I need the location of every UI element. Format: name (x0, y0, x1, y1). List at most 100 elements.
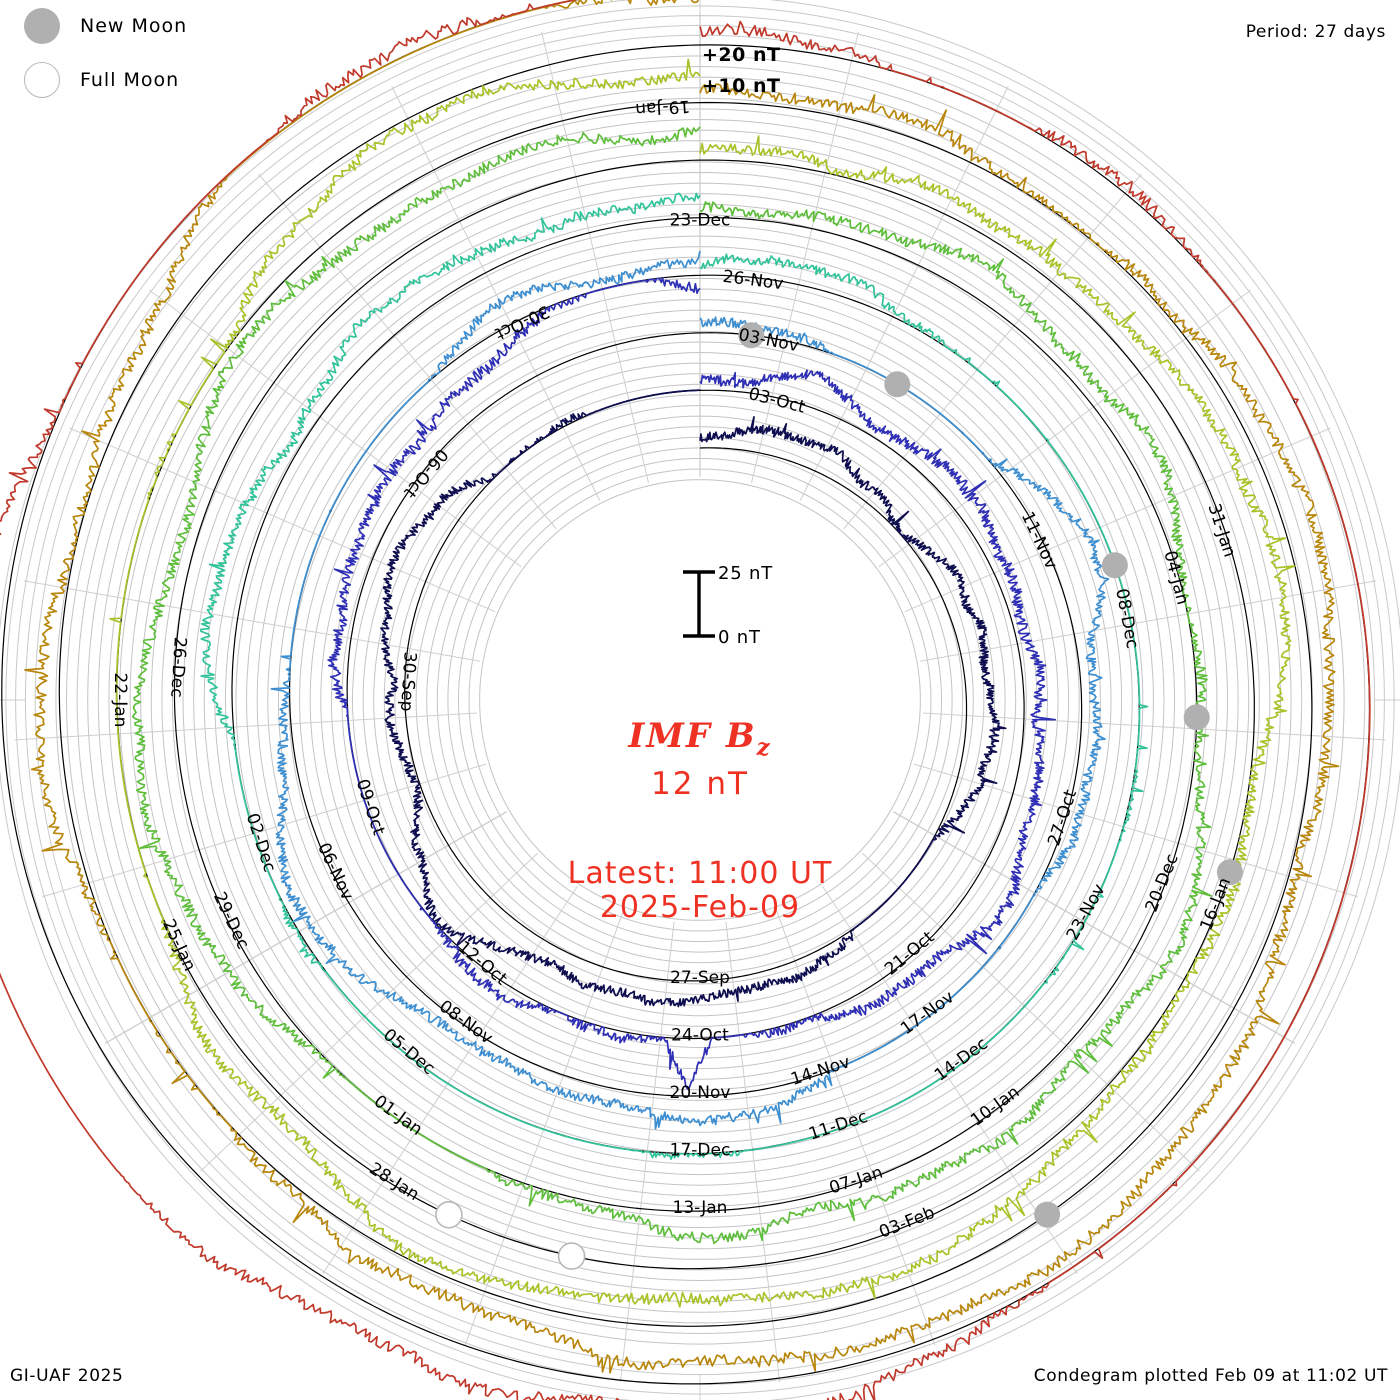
grid-arc (404, 405, 996, 996)
spiral-date-label: 20-Nov (670, 1083, 731, 1103)
spiral-date-label: 27-Sep (670, 968, 730, 988)
grid-spoke (919, 580, 1377, 662)
data-trace (270, 250, 1110, 1130)
grid-arc (288, 288, 1112, 1112)
grid-arc (76, 76, 1324, 1324)
data-traces (0, 0, 1371, 1400)
spiral-date-label: 23-Nov (1063, 881, 1110, 944)
new-moon-icon (24, 8, 60, 44)
grid-spoke (541, 31, 649, 483)
grid-arc (224, 224, 1176, 1176)
grid-arc (161, 161, 1239, 1239)
grid-spoke (42, 763, 487, 898)
grid-arc (362, 362, 1038, 1038)
grid-spoke (69, 427, 496, 613)
data-trace (380, 389, 1007, 1008)
grid-spoke (892, 810, 1296, 1044)
spiral-date-label: 08-Dec (1111, 587, 1142, 650)
grid-spoke (904, 427, 1331, 613)
grid-spoke (922, 712, 1386, 741)
data-trace (131, 126, 1213, 1245)
grid-arc (193, 193, 1207, 1207)
data-trace (200, 192, 1149, 1161)
data-trace (109, 58, 1296, 1308)
new-moon-marker (738, 322, 765, 349)
grid-arc-outer (5, 5, 1395, 1395)
spiral-date-label: 20-Dec (1142, 851, 1183, 915)
spiral-date-label: 11-Nov (1017, 509, 1061, 573)
grid-arc (97, 97, 1303, 1303)
grid-arc-outer (15, 15, 1385, 1385)
new-moon-marker (884, 371, 911, 398)
plotted-timestamp-label: Condegram plotted Feb 09 at 11:02 UT (1033, 1366, 1388, 1386)
moon-markers (435, 322, 1243, 1270)
grid-arc (309, 309, 1091, 1091)
data-trace (24, 0, 1340, 1374)
grid-spoke (14, 712, 478, 741)
baseline-spiral (58, 44, 1313, 1327)
spiral-date-label: 11-Dec (806, 1107, 870, 1145)
grid-spoke (200, 852, 538, 1172)
grid-arc (87, 87, 1313, 1313)
baseline-spiral (173, 159, 1198, 1212)
grid-arc (150, 150, 1250, 1250)
grid-spoke (775, 909, 936, 1346)
grid-arc (426, 426, 974, 974)
grid-arc (140, 140, 1260, 1260)
spiral-date-label: 09-Oct (352, 777, 389, 838)
grid-arc (182, 182, 1218, 1218)
grid-arc (447, 447, 953, 953)
grid-arc (351, 352, 1049, 1049)
grid-spoke (23, 580, 481, 662)
spiral-date-label: 04-Jan (1159, 549, 1192, 607)
scalebar-top-label: 25 nT (718, 563, 774, 584)
grid-arc (373, 373, 1027, 1027)
grid-spoke (822, 886, 1078, 1274)
grid-arc (55, 55, 1345, 1345)
grid-arc (129, 129, 1271, 1271)
grid-spoke (391, 86, 601, 501)
spiral-date-label: 08-Nov (435, 996, 496, 1048)
grid-spoke (799, 86, 1009, 501)
spiral-date-label: 30-Sep (396, 651, 420, 712)
spiral-date-label: 13-Jan (673, 1198, 728, 1218)
spiral-date-label: 19-Jan (635, 96, 691, 119)
scalebar-bottom-label: 0 nT (718, 627, 761, 648)
grid-arc (299, 299, 1101, 1101)
spiral-date-label: 25-Jan (158, 916, 199, 974)
grid-arc (203, 203, 1197, 1197)
axis-tick-20nT: +20 nT (702, 44, 781, 66)
grid-arc (256, 256, 1144, 1144)
grid-arc (330, 330, 1070, 1070)
grid-arc (436, 436, 964, 964)
grid-arc (468, 468, 932, 932)
data-trace (327, 277, 1057, 1091)
new-moon-marker (1034, 1201, 1061, 1228)
spiral-date-label: 31-Jan (1204, 501, 1240, 559)
latest-time: Latest: 11:00 UT (567, 856, 833, 891)
grid-arc (458, 458, 942, 942)
grid-spoke (104, 810, 508, 1044)
grid-arc-outer (24, 24, 1376, 1376)
spiral-date-label: 03-Nov (737, 325, 801, 356)
grid-spoke (725, 921, 781, 1383)
scale-bar (683, 570, 715, 638)
grid-arc (267, 267, 1133, 1133)
grid-spoke (751, 31, 859, 483)
grid-arc (171, 172, 1229, 1229)
latest-date: 2025-Feb-09 (599, 889, 801, 925)
grid-spoke (148, 289, 522, 568)
spiral-date-label: 26-Dec (166, 636, 190, 698)
grid-arc (394, 394, 1006, 1006)
full-moon-icon (24, 62, 60, 98)
grid-arc (277, 277, 1123, 1123)
scale-bar-glyph (683, 570, 715, 638)
new-moon-marker (1216, 859, 1243, 886)
data-trace (0, 0, 1371, 1400)
grid-spoke (913, 763, 1358, 898)
period-label: Period: 27 days (1245, 22, 1386, 42)
grid-spoke (862, 852, 1200, 1172)
new-moon-label: New Moon (80, 15, 188, 37)
grid-arc (383, 383, 1017, 1017)
